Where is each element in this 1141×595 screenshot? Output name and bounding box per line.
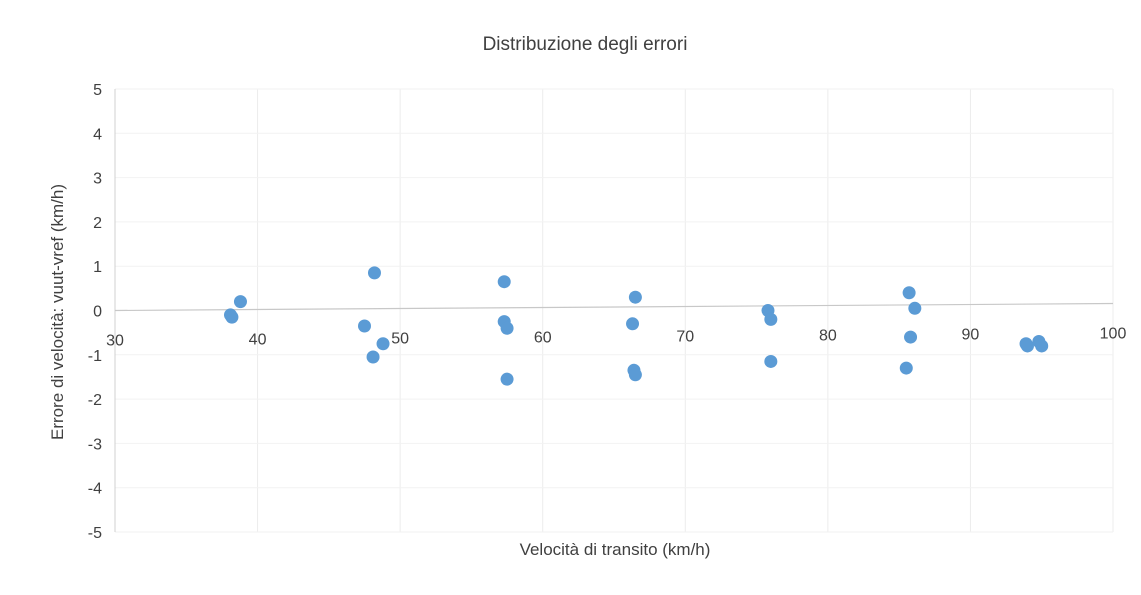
tick-labels: 5 4 3 2 1 0 -1 -2 -3 -4 -5 30 40 50 60 70 80 90 100 <box>88 82 1127 542</box>
y-tick-label: 3 <box>93 171 102 188</box>
data-point <box>358 319 371 333</box>
x-tick-label: 80 <box>819 328 837 345</box>
x-tick-label: 30 <box>106 333 124 350</box>
y-tick-label: 2 <box>93 215 102 232</box>
data-point <box>225 310 239 324</box>
x-tick-label: 90 <box>962 327 980 344</box>
y-tick-label: -5 <box>88 525 102 542</box>
gridlines <box>115 88 1114 533</box>
data-point <box>628 368 642 382</box>
x-tick-label: 60 <box>534 330 552 347</box>
y-tick-label: 5 <box>93 82 102 99</box>
x-tick-label: 40 <box>249 332 267 349</box>
chart-title: Distribuzione degli errori <box>483 34 688 55</box>
data-point <box>626 317 640 331</box>
y-axis-label: Errore di velocità: vuut-vref (km/h) <box>48 184 67 440</box>
data-point <box>764 312 778 326</box>
data-point <box>899 361 913 375</box>
data-point <box>1035 339 1049 353</box>
data-point <box>500 321 514 335</box>
data-point <box>497 275 511 289</box>
y-tick-label: -1 <box>88 348 102 365</box>
y-tick-label: -3 <box>88 436 102 453</box>
data-point <box>908 301 922 315</box>
data-point <box>628 290 642 304</box>
y-tick-label: -2 <box>88 392 102 409</box>
data-point <box>1020 339 1034 353</box>
data-point <box>233 295 247 309</box>
y-tick-label: 4 <box>93 126 102 143</box>
data-point <box>367 266 381 280</box>
x-tick-label: 100 <box>1100 326 1127 343</box>
data-point <box>376 337 390 351</box>
data-point <box>902 286 916 300</box>
y-tick-label: 0 <box>93 304 102 321</box>
data-point <box>500 372 514 386</box>
x-axis-label: Velocità di transito (km/h) <box>520 540 711 559</box>
x-axis-line <box>114 302 1114 312</box>
data-point <box>366 350 380 364</box>
y-tick-label: 1 <box>93 259 102 276</box>
axes <box>114 89 1114 532</box>
x-tick-label: 50 <box>391 331 409 348</box>
y-tick-label: -4 <box>88 481 102 498</box>
data-points <box>223 266 1049 386</box>
data-point <box>904 330 918 344</box>
x-tick-label: 70 <box>676 329 694 346</box>
data-point <box>764 354 778 368</box>
